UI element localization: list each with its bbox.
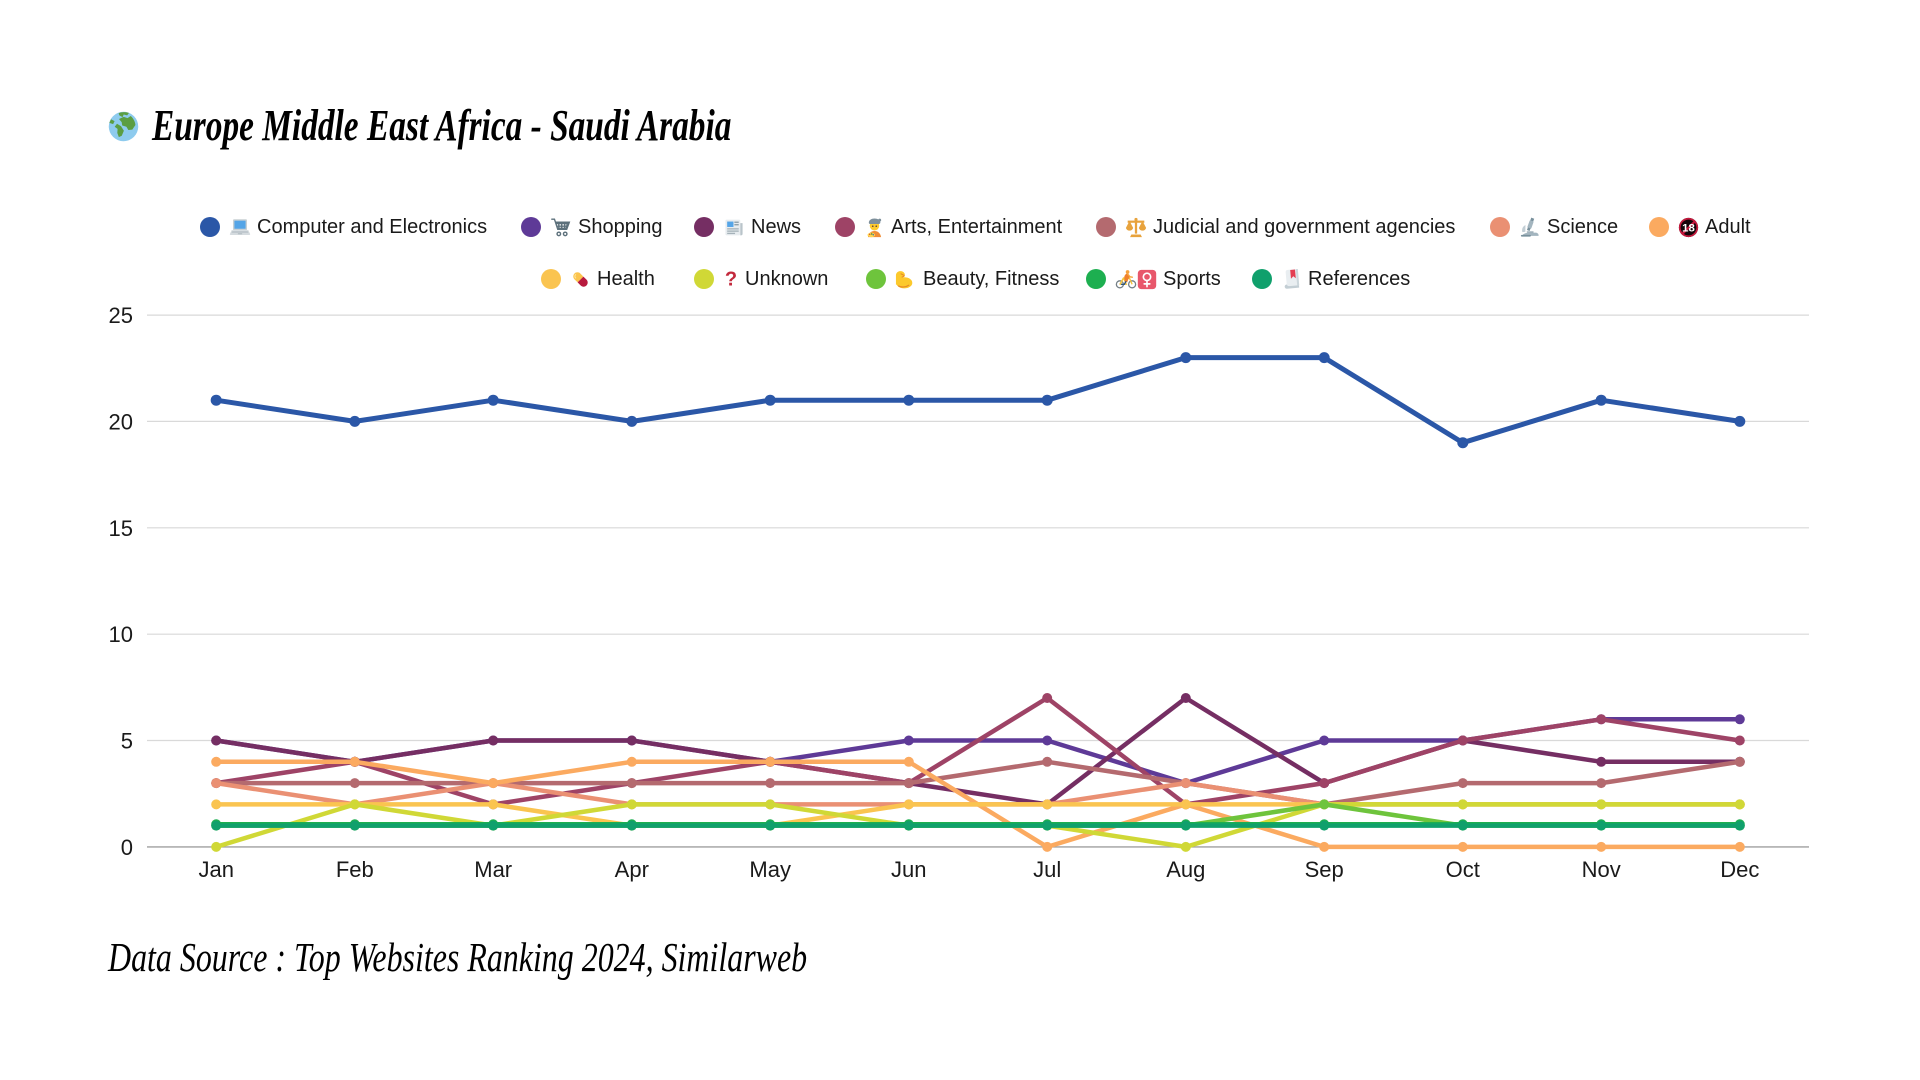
svg-text:10: 10	[109, 622, 133, 647]
svg-text:May: May	[749, 857, 791, 882]
svg-text:Jun: Jun	[891, 857, 926, 882]
svg-text:Mar: Mar	[474, 857, 512, 882]
svg-text:Jul: Jul	[1033, 857, 1061, 882]
svg-text:Apr: Apr	[615, 857, 649, 882]
svg-text:Sep: Sep	[1305, 857, 1344, 882]
svg-text:20: 20	[109, 409, 133, 434]
svg-text:Dec: Dec	[1720, 857, 1759, 882]
svg-text:5: 5	[121, 729, 133, 754]
svg-text:Aug: Aug	[1166, 857, 1205, 882]
svg-text:Nov: Nov	[1582, 857, 1621, 882]
svg-text:Feb: Feb	[336, 857, 374, 882]
svg-text:?: ?	[725, 269, 737, 290]
svg-text:0: 0	[121, 835, 133, 860]
svg-text:Jan: Jan	[198, 857, 233, 882]
svg-text:Oct: Oct	[1446, 857, 1480, 882]
svg-text:25: 25	[109, 303, 133, 328]
svg-text:15: 15	[109, 516, 133, 541]
svg-text:18: 18	[1682, 222, 1695, 234]
